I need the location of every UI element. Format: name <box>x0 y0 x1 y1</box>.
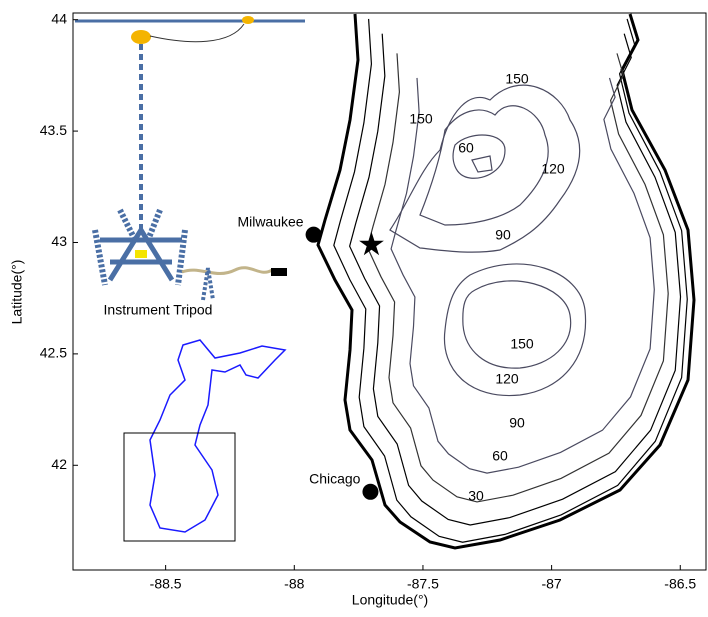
contour-label: 90 <box>509 415 525 431</box>
city-label: Milwaukee <box>237 213 303 229</box>
city-marker <box>305 226 322 243</box>
contour-label: 150 <box>505 71 529 87</box>
y-tick-label: 43 <box>51 233 67 249</box>
contour-label: 120 <box>541 161 565 177</box>
depth-contour <box>419 105 549 226</box>
contour-label: 60 <box>492 448 508 464</box>
city-label: Chicago <box>309 471 361 487</box>
y-axis-label: Latitude(°) <box>9 260 25 325</box>
contour-label: 30 <box>468 488 484 504</box>
site-star <box>359 231 384 256</box>
y-tick-label: 44 <box>51 10 67 26</box>
x-axis-label: Longitude(°) <box>352 592 428 608</box>
inset-box <box>123 432 236 542</box>
x-tick-label: -88.5 <box>150 576 182 592</box>
depth-contour <box>333 18 688 543</box>
instrument-label: Instrument Tripod <box>104 302 213 318</box>
depth-contour <box>471 155 493 173</box>
instrument-sketch <box>75 16 305 301</box>
contour-label: 120 <box>495 371 519 387</box>
city-marker <box>362 483 379 500</box>
contour-label: 150 <box>510 336 534 352</box>
contour-label: 60 <box>458 140 474 156</box>
x-tick-label: -87 <box>541 576 561 592</box>
contours <box>316 13 696 550</box>
depth-contour <box>443 263 587 397</box>
y-tick-label: 42 <box>51 456 67 472</box>
contour-label: 90 <box>495 227 511 243</box>
inset-lake-outline <box>149 339 287 533</box>
plot-frame <box>72 12 707 571</box>
depth-contour <box>462 280 572 369</box>
shoreline <box>316 13 696 550</box>
depth-contour <box>389 84 581 253</box>
x-tick-label: -88 <box>284 576 304 592</box>
x-tick-label: -87.5 <box>407 576 439 592</box>
y-tick-label: 43.5 <box>40 122 67 138</box>
depth-contour <box>349 33 682 526</box>
contour-label: 150 <box>409 111 433 127</box>
y-tick-label: 42.5 <box>40 345 67 361</box>
x-tick-label: -86.5 <box>664 576 696 592</box>
depth-contour <box>452 134 506 179</box>
depth-contour <box>390 77 655 474</box>
